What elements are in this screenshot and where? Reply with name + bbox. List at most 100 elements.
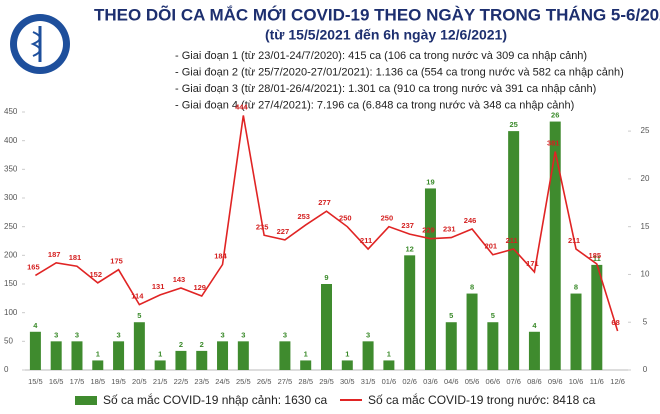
bar-label: 1 — [304, 349, 308, 358]
bar-label: 9 — [324, 273, 328, 282]
x-tick-label: 02/6 — [402, 377, 417, 386]
x-tick-label: 16/5 — [49, 377, 64, 386]
bar-label: 1 — [158, 349, 162, 358]
line-label: 165 — [27, 262, 40, 271]
line-label: 211 — [506, 236, 518, 245]
bar-label: 19 — [426, 177, 434, 186]
bar-label: 25 — [509, 120, 517, 129]
line-label: 181 — [69, 253, 82, 262]
line-label: 114 — [131, 292, 144, 301]
bar-label: 5 — [449, 311, 453, 320]
bar-label: 3 — [220, 330, 224, 339]
y-tick-label: 350 — [4, 164, 18, 173]
y2-tick-label: 5 — [643, 317, 648, 326]
y-tick-label: 200 — [4, 250, 18, 259]
y-tick-label: 150 — [4, 279, 18, 288]
line-label: 444 — [235, 102, 248, 111]
x-tick-label: 28/5 — [298, 377, 313, 386]
y2-tick-label: 25 — [641, 126, 650, 135]
logo — [10, 14, 70, 74]
bar — [279, 341, 291, 370]
x-tick-label: 22/5 — [174, 377, 189, 386]
x-tick-label: 10/6 — [569, 377, 584, 386]
line — [34, 115, 619, 332]
line-label: 152 — [90, 270, 103, 279]
bar — [528, 331, 540, 370]
line-label: 231 — [443, 225, 456, 234]
bar — [217, 341, 229, 370]
bar — [300, 360, 312, 370]
chart-subtitle: (từ 15/5/2021 đến 6h ngày 12/6/2021) — [265, 27, 507, 43]
x-tick-label: 23/5 — [194, 377, 209, 386]
y-tick-label: 450 — [4, 107, 18, 116]
bar-label: 1 — [387, 349, 391, 358]
y-tick-label: 50 — [4, 336, 13, 345]
bar-label: 12 — [406, 244, 414, 253]
x-tick-label: 20/5 — [132, 377, 147, 386]
x-tick-label: 18/5 — [90, 377, 105, 386]
x-tick-label: 03/6 — [423, 377, 438, 386]
bar-label: 3 — [366, 330, 370, 339]
line-label: 229 — [422, 226, 435, 235]
x-tick-label: 21/5 — [153, 377, 168, 386]
line-label: 237 — [401, 221, 414, 230]
bar-label: 11 — [593, 254, 601, 263]
y2-tick-label: 0 — [643, 365, 648, 374]
line-label: 211 — [568, 236, 580, 245]
bar-label: 1 — [345, 349, 349, 358]
line-label: 185 — [589, 251, 602, 260]
legend-swatch — [75, 396, 97, 405]
line-label: 171 — [526, 259, 539, 268]
y2-tick-label: 20 — [641, 174, 650, 183]
bar — [92, 360, 104, 370]
line-label: 246 — [464, 216, 477, 225]
note: - Giai đoạn 4 (từ 27/4/2021): 7.196 ca (… — [175, 99, 574, 111]
bar — [487, 322, 499, 370]
x-tick-label: 01/6 — [382, 377, 397, 386]
bar — [341, 360, 353, 370]
bar-label: 8 — [574, 283, 578, 292]
x-tick-label: 06/6 — [486, 377, 501, 386]
bar — [154, 360, 166, 370]
x-tick-label: 29/5 — [319, 377, 334, 386]
line-label: 250 — [381, 214, 394, 223]
x-tick-label: 24/5 — [215, 377, 230, 386]
legend-label: Số ca mắc COVID-19 nhập cảnh: 1630 ca — [103, 392, 327, 407]
bar — [383, 360, 395, 370]
bar-label: 8 — [470, 283, 474, 292]
bar-label: 1 — [96, 349, 100, 358]
bar-label: 3 — [283, 330, 287, 339]
x-tick-label: 11/6 — [590, 377, 604, 386]
x-tick-label: 12/6 — [610, 377, 625, 386]
line-label: 184 — [214, 251, 227, 260]
line-label: 175 — [110, 257, 123, 266]
x-tick-label: 30/5 — [340, 377, 355, 386]
bar — [71, 341, 83, 370]
line-label: 201 — [485, 242, 498, 251]
x-tick-label: 09/6 — [548, 377, 563, 386]
y-tick-label: 100 — [4, 308, 18, 317]
line-label: 131 — [152, 282, 165, 291]
x-tick-label: 04/6 — [444, 377, 459, 386]
bar-label: 3 — [116, 330, 120, 339]
line-label: 227 — [277, 227, 290, 236]
bar — [50, 341, 62, 370]
line-label: 129 — [193, 283, 206, 292]
bar-label: 4 — [33, 321, 38, 330]
x-tick-label: 31/5 — [361, 377, 376, 386]
y-tick-label: 250 — [4, 222, 18, 231]
bar — [424, 188, 436, 370]
bar-label: 3 — [241, 330, 245, 339]
line-label: 381 — [547, 139, 560, 148]
bar-label: 2 — [179, 340, 183, 349]
line-label: 187 — [48, 250, 61, 259]
chart-title: THEO DÕI CA MẮC MỚI COVID-19 THEO NGÀY T… — [94, 4, 660, 24]
x-tick-label: 07/6 — [506, 377, 521, 386]
line-label: 250 — [339, 214, 352, 223]
line-label: 68 — [611, 318, 619, 327]
x-tick-label: 26/5 — [257, 377, 272, 386]
bar — [29, 331, 41, 370]
bar — [237, 341, 249, 370]
bar — [549, 121, 561, 370]
